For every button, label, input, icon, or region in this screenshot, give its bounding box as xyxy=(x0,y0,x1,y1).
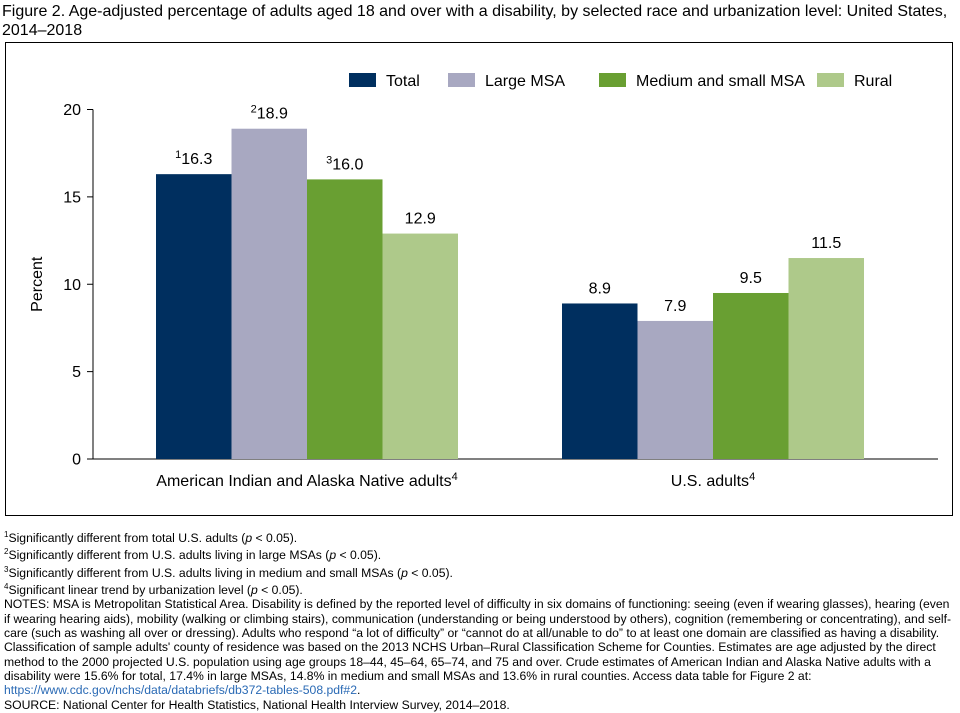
legend-label: Medium and small MSA xyxy=(636,73,805,90)
y-tick-label: 0 xyxy=(72,452,81,469)
data-label: 316.0 xyxy=(326,154,363,173)
y-tick-label: 10 xyxy=(63,277,81,294)
chart-frame: 0 5 10 15 20 Percent 116.3 8.9 218.9 7.9 316.0 9.5 1… xyxy=(5,42,953,516)
bar xyxy=(156,174,232,459)
source-text: SOURCE: National Center for Health Stati… xyxy=(4,697,510,712)
footnote-4: 4Significant linear trend by urbanizatio… xyxy=(4,582,303,598)
bar xyxy=(231,128,307,459)
bar-chart: 0 5 10 15 20 Percent 116.3 8.9 218.9 7.9 316.0 9.5 1… xyxy=(29,73,938,490)
legend-swatch xyxy=(817,73,844,87)
data-label: 9.5 xyxy=(740,270,762,287)
data-label: 218.9 xyxy=(251,104,288,123)
legend-swatch xyxy=(448,73,475,87)
data-label: 116.3 xyxy=(175,149,212,168)
data-label: 11.5 xyxy=(811,235,841,252)
y-axis-label: Percent xyxy=(29,256,46,312)
footnote-2: 2Significantly different from U.S. adult… xyxy=(4,547,382,563)
y-tick-label: 20 xyxy=(63,102,81,119)
bar xyxy=(562,303,638,459)
y-tick-label: 5 xyxy=(72,364,81,381)
legend-swatch xyxy=(349,73,376,87)
bar xyxy=(307,179,383,459)
y-tick-label: 15 xyxy=(63,189,81,206)
legend-label: Rural xyxy=(854,73,892,90)
footnote-3: 3Significantly different from U.S. adult… xyxy=(4,564,453,580)
footnote-1: 1Significantly different from total U.S.… xyxy=(4,530,298,546)
bar xyxy=(637,320,713,459)
bar xyxy=(713,292,789,459)
x-category-label: U.S. adults4 xyxy=(671,471,755,490)
bar xyxy=(382,233,458,459)
bar xyxy=(788,258,864,459)
data-label: 7.9 xyxy=(664,298,686,315)
notes-text: NOTES: MSA is Metropolitan Statistical A… xyxy=(4,597,952,698)
footnotes: 1Significantly different from total U.S.… xyxy=(4,528,954,712)
data-label: 12.9 xyxy=(405,211,436,228)
legend-label: Large MSA xyxy=(485,73,565,90)
figure-title: Figure 2. Age-adjusted percentage of adu… xyxy=(2,3,948,39)
legend-label: Total xyxy=(386,73,420,90)
x-category-label: American Indian and Alaska Native adults… xyxy=(156,471,457,490)
data-table-link[interactable]: https://www.cdc.gov/nchs/data/databriefs… xyxy=(4,683,357,698)
legend-swatch xyxy=(599,73,626,87)
data-label: 8.9 xyxy=(589,280,611,297)
